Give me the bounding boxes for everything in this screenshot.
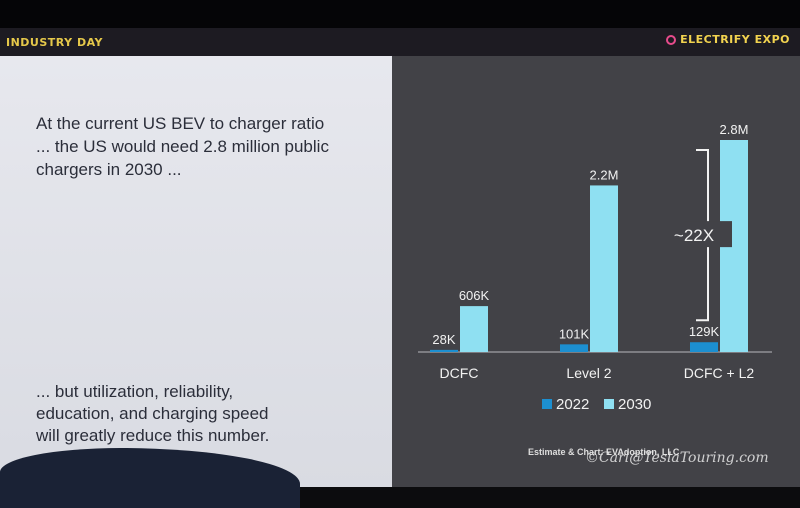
data-label-2022-3: 129K xyxy=(689,324,720,339)
slide-headline: At the current US BEV to charger ratio .… xyxy=(36,114,329,179)
data-label-2022-2: 101K xyxy=(559,326,590,341)
ratio-label-backdrop xyxy=(684,221,732,248)
legend-swatch-2022 xyxy=(542,399,552,409)
electrify-expo-text: ELECTRIFY EXPO xyxy=(680,33,790,46)
data-label-2022-1: 28K xyxy=(432,332,455,347)
chart-credit: Estimate & Chart: EVAdoption, LLC xyxy=(528,447,680,457)
ratio-annotation: ~22X xyxy=(674,226,714,245)
bar-2022-3 xyxy=(690,342,718,352)
legend-swatch-2030 xyxy=(604,399,614,409)
industry-day-logo: INDUSTRY DAY xyxy=(6,36,104,49)
photo-watermark: ©Carl@TeslaTouring.com xyxy=(585,450,769,466)
data-label-2030-3: 2.8M xyxy=(720,122,749,137)
screen-top-edge xyxy=(0,0,800,28)
bar-2022-1 xyxy=(430,349,458,352)
bar-2030-1 xyxy=(460,306,488,352)
bar-2022-2 xyxy=(560,344,588,352)
slide-footnote: ... but utilization, reliability, educat… xyxy=(36,382,270,445)
expo-logo-icon xyxy=(666,34,677,45)
category-label-2: Level 2 xyxy=(566,365,611,381)
category-label-3: DCFC + L2 xyxy=(684,365,755,381)
legend-label-2030: 2030 xyxy=(618,396,651,413)
electrify-expo-logo: ELECTRIFY EXPO xyxy=(666,33,790,46)
legend-label-2022: 2022 xyxy=(556,396,589,413)
slide-text-panel xyxy=(0,56,392,487)
data-label-2030-1: 606K xyxy=(459,288,490,303)
data-label-2030-2: 2.2M xyxy=(590,167,619,182)
category-label-1: DCFC xyxy=(440,365,479,381)
bar-chart: 28K 606K DCFC 101K 2.2M Level 2 129K 2.8M DCFC +… xyxy=(418,122,772,413)
bar-2030-2 xyxy=(590,185,618,352)
